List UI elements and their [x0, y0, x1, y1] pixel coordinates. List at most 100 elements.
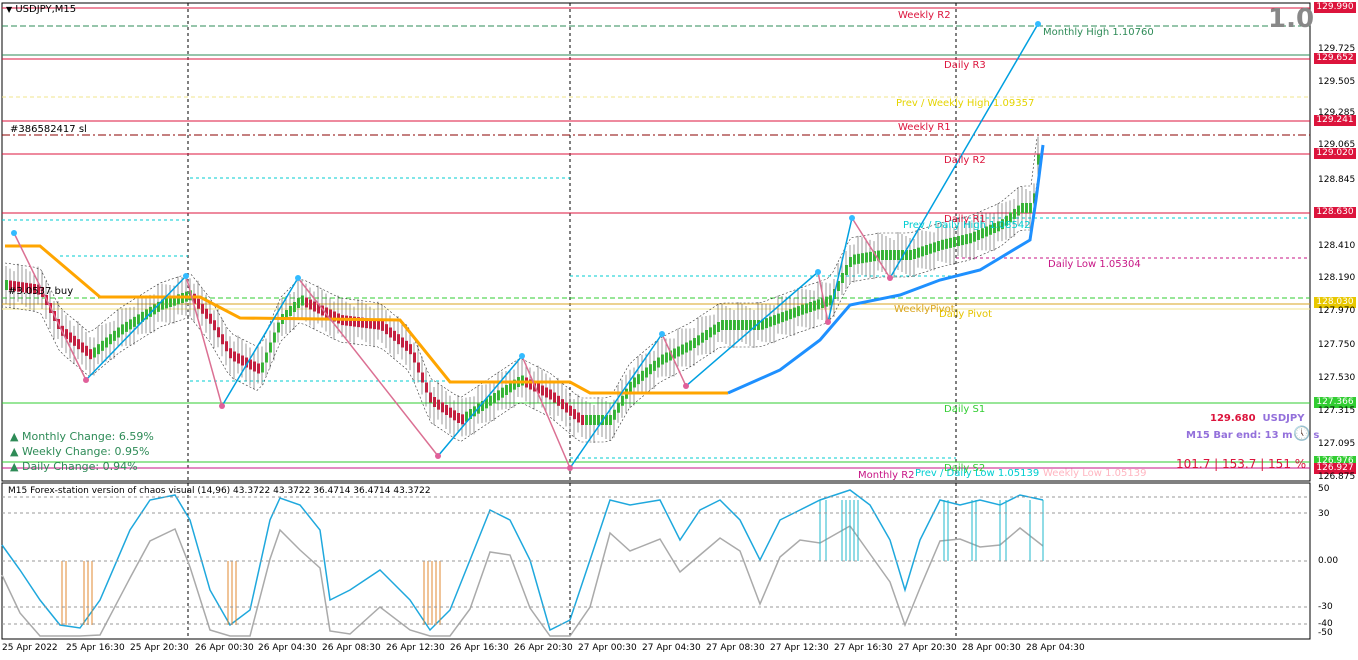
bull-bar: [1013, 208, 1016, 219]
bear-bar: [17, 281, 20, 292]
bear-bar: [421, 372, 424, 383]
bear-bar: [369, 318, 372, 329]
zigzag-point: [659, 331, 665, 337]
bull-bar: [497, 390, 500, 401]
price-axis-label: 126.875: [1318, 472, 1356, 482]
price-bars: [5, 136, 1040, 443]
bull-bar: [753, 320, 756, 330]
bear-bar: [393, 330, 396, 341]
bull-bar: [5, 280, 8, 290]
time-axis-label: 27 Apr 12:30: [770, 643, 829, 653]
bull-bar: [165, 298, 168, 309]
bull-bar: [105, 337, 108, 348]
bull-bar: [481, 401, 484, 411]
bear-bar: [85, 345, 88, 356]
bull-bar: [729, 320, 732, 330]
bear-bar: [13, 281, 16, 292]
bear-bar: [353, 316, 356, 327]
price-box: 128.030: [1314, 297, 1356, 308]
bull-bar: [793, 307, 796, 318]
bull-bar: [293, 302, 296, 312]
bull-bar: [669, 350, 672, 361]
bear-bar: [229, 348, 232, 359]
bull-bar: [817, 299, 820, 310]
bear-bar: [549, 389, 552, 400]
bear-bar: [205, 308, 208, 319]
bull-bar: [977, 229, 980, 240]
bull-bar: [133, 316, 136, 327]
zigzag-point: [825, 319, 831, 325]
bull-bar: [665, 352, 668, 363]
dropdown-icon[interactable]: ▼: [6, 5, 13, 14]
weekly-low-label: Weekly Low 1.05139: [1043, 468, 1147, 479]
price-axis-label: 129.065: [1318, 140, 1356, 150]
price-box: 129.241: [1314, 115, 1356, 126]
bull-bar: [97, 344, 100, 355]
bear-bar: [553, 392, 556, 403]
bear-bar: [577, 412, 580, 423]
indicator-axis-label: -50: [1318, 628, 1333, 638]
zigzag-segment: [827, 217, 853, 323]
envelope-line: [4, 137, 1038, 399]
bull-bar: [757, 320, 760, 330]
blue-ma-line: [727, 144, 1045, 395]
bear-bar: [361, 317, 364, 328]
bear-bar: [37, 284, 40, 295]
bear-bar: [433, 397, 436, 407]
zigzag-segment: [437, 355, 523, 457]
bear-bar: [385, 324, 388, 335]
bull-bar: [713, 324, 716, 335]
bull-bar: [485, 398, 488, 409]
bear-bar: [457, 413, 460, 423]
price-axis-label: 127.970: [1318, 306, 1356, 316]
bull-bar: [113, 330, 116, 341]
zigzag-segment: [221, 277, 299, 407]
bull-bar: [845, 265, 848, 275]
bear-bar: [573, 409, 576, 420]
time-axis-label: 27 Apr 16:30: [834, 643, 893, 653]
buy-order-label[interactable]: #3.0537 buy: [8, 286, 74, 297]
zigzag-point: [887, 275, 893, 281]
bear-bar: [565, 402, 568, 413]
bear-bar: [365, 318, 368, 329]
bear-bar: [545, 387, 548, 398]
bear-bar: [401, 337, 404, 348]
bull-bar: [117, 327, 120, 338]
bull-bar: [913, 249, 916, 259]
bull-bar: [265, 352, 268, 363]
bear-bar: [333, 311, 336, 322]
bear-bar: [461, 414, 464, 425]
time-axis-label: 27 Apr 08:30: [706, 643, 765, 653]
bull-bar: [801, 304, 804, 315]
bull-bar: [761, 319, 764, 330]
bear-bar: [241, 355, 244, 366]
bull-bar: [1009, 212, 1012, 223]
bear-bar: [317, 303, 320, 314]
bear-bar: [437, 399, 440, 410]
bull-bar: [145, 309, 148, 320]
bear-bar: [413, 352, 416, 363]
bull-bar: [173, 295, 176, 306]
bull-bar: [741, 320, 744, 330]
zigzag-segment: [661, 333, 687, 387]
bear-bar: [89, 349, 92, 360]
price-axis-label: 129.725: [1318, 44, 1356, 54]
bull-bar: [641, 370, 644, 381]
bull-bar: [717, 322, 720, 332]
time-axis-label: 26 Apr 00:30: [195, 643, 254, 653]
bull-bar: [777, 313, 780, 324]
bull-bar: [489, 395, 492, 406]
daily-r3-label: Daily R3: [944, 60, 986, 71]
order-line-label[interactable]: #386582417 sl: [10, 124, 87, 135]
bear-bar: [217, 327, 220, 338]
zigzag-point: [1035, 21, 1041, 27]
bull-bar: [125, 321, 128, 332]
bull-bar: [189, 290, 192, 301]
bear-bar: [397, 334, 400, 345]
bull-bar: [829, 295, 832, 306]
zigzag-point: [11, 230, 17, 236]
zigzag-segment: [13, 232, 87, 381]
bull-bar: [1025, 203, 1028, 213]
price-box: 127.366: [1314, 397, 1356, 408]
